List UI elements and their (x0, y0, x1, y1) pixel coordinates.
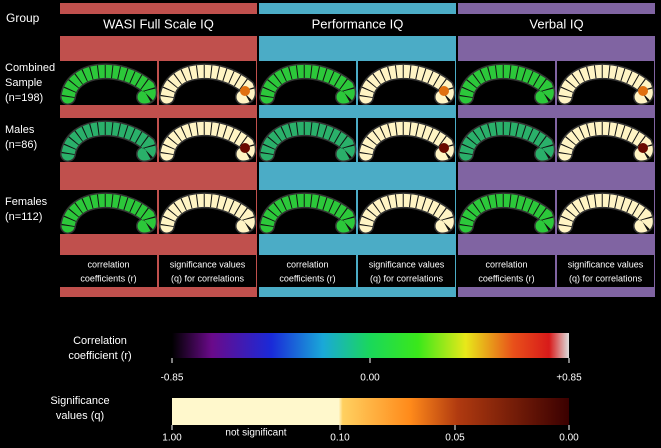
brain-segments (160, 193, 255, 233)
significant-region (439, 143, 449, 153)
correlation-colorbar (172, 333, 569, 358)
significance-colorbar (172, 398, 569, 425)
layout: WASI Full Scale IQ correlation coefficient… (5, 3, 655, 444)
tick-label: 0.00 (360, 373, 380, 384)
brain-segments (160, 64, 255, 104)
group-label: Combined (5, 62, 55, 74)
header-cell (458, 14, 655, 36)
column-title: WASI Full Scale IQ (103, 16, 214, 31)
cell-label: coefficients (r) (80, 273, 136, 283)
scale-title: values (q) (56, 410, 104, 422)
significant-region (240, 143, 250, 153)
group-label: Males (5, 124, 35, 136)
tick-label: +0.85 (556, 373, 582, 384)
cell-label: significance values (568, 259, 644, 269)
brain-segments (459, 64, 554, 104)
brain-segments (260, 193, 355, 233)
label-cell (458, 255, 555, 287)
label-cell (159, 255, 256, 287)
brain-segments (558, 121, 653, 161)
brain-segments (61, 64, 156, 104)
scale-title: coefficient (r) (68, 350, 131, 362)
cell-label: correlation (286, 259, 328, 269)
significant-region (240, 86, 250, 96)
tick-label: -0.85 (161, 373, 184, 384)
brain-segments (459, 121, 554, 161)
group-label: Females (5, 196, 48, 208)
brain-segments (459, 193, 554, 233)
tick-label: 0.05 (445, 433, 465, 444)
row-header: Group (6, 11, 40, 25)
significant-region (439, 86, 449, 96)
brain-segments (160, 121, 255, 161)
brain-segments (260, 64, 355, 104)
brain-segments (558, 64, 653, 104)
cell-label: (q) for correlations (171, 273, 245, 283)
label-cell (259, 255, 356, 287)
cell-label: (q) for correlations (370, 273, 444, 283)
cell-label: correlation (87, 259, 129, 269)
tick-label: 0.10 (330, 433, 350, 444)
group-label: Sample (5, 77, 42, 89)
brain-segments (61, 121, 156, 161)
brain-segments (359, 121, 454, 161)
scale-title: Significance (50, 395, 109, 407)
group-label: (n=112) (5, 211, 42, 223)
significant-region (638, 143, 648, 153)
tick-label: 0.00 (559, 433, 579, 444)
cell-label: significance values (369, 259, 445, 269)
scale-note: not significant (225, 428, 286, 439)
cell-label: correlation (485, 259, 527, 269)
label-cell (358, 255, 455, 287)
cell-label: (q) for correlations (569, 273, 643, 283)
brain-segments (260, 121, 355, 161)
column-title: Performance IQ (312, 16, 404, 31)
cell-label: significance values (170, 259, 246, 269)
column-title: Verbal IQ (529, 16, 583, 31)
header-cell (60, 14, 257, 36)
group-label: (n=198) (5, 92, 43, 104)
group-label: (n=86) (5, 139, 37, 151)
label-cell (557, 255, 654, 287)
label-cell (60, 255, 157, 287)
cell-label: coefficients (r) (478, 273, 534, 283)
brain-segments (558, 193, 653, 233)
brain-segments (359, 64, 454, 104)
cell-label: coefficients (r) (279, 273, 335, 283)
scale-title: Correlation (73, 335, 127, 347)
tick-label: 1.00 (162, 433, 182, 444)
significant-region (638, 86, 648, 96)
brain-segments (61, 193, 156, 233)
brain-segments (359, 193, 454, 233)
header-cell (259, 14, 456, 36)
